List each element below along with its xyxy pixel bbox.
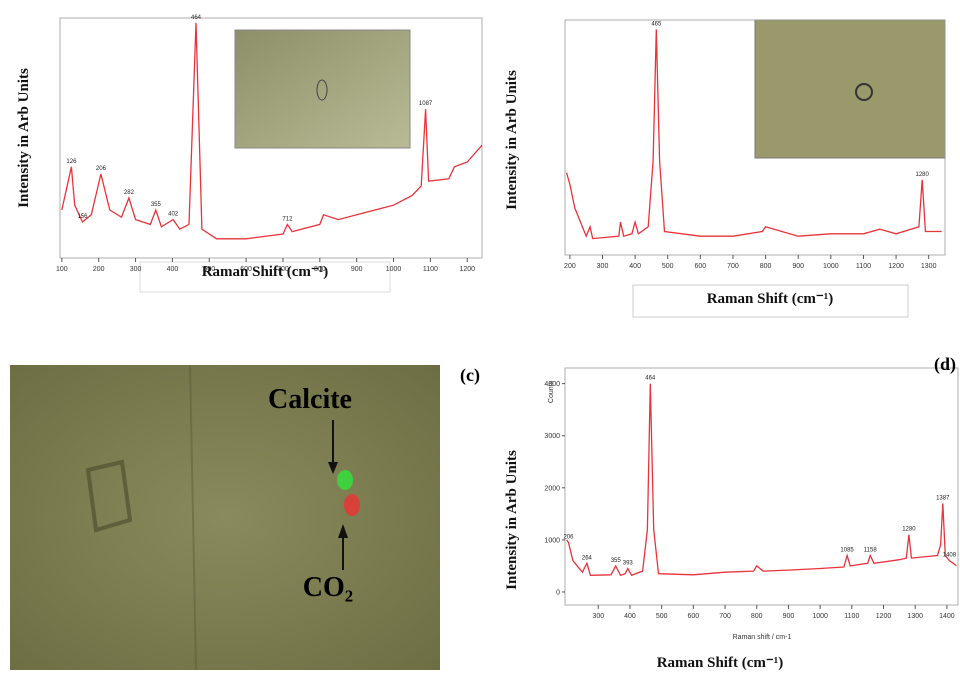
peak-label: 1408: [943, 553, 957, 559]
spectrum-line: [566, 383, 957, 577]
peak-label: 464: [191, 15, 202, 21]
y-axis-title: Intensity in Arb Units: [504, 70, 520, 210]
x-tick-label: 300: [130, 266, 142, 273]
x-axis-title: Raman Shift (cm⁻¹): [707, 291, 834, 307]
x-tick-label: 500: [662, 263, 674, 270]
arrow-head: [328, 462, 338, 474]
peak-label: 1087: [419, 101, 433, 107]
x-tick-label: 700: [277, 266, 289, 273]
photo: [10, 365, 440, 670]
x-tick-label: 900: [351, 266, 363, 273]
annotation: CO₂: [303, 572, 353, 603]
x-tick-label: 800: [314, 266, 326, 273]
x-tick-label: 1200: [459, 266, 475, 273]
panel-label: (c): [460, 365, 480, 386]
peak-label: 1085: [840, 548, 854, 554]
x-tick-label: 900: [783, 613, 795, 620]
y-axis-title: Intensity in Arb Units: [504, 450, 520, 590]
x-tick-label: 600: [240, 266, 252, 273]
annotation: Calcite: [268, 384, 352, 415]
y-tick-label: 3000: [544, 433, 560, 440]
x-tick-label: 400: [624, 613, 636, 620]
peak-label: 355: [151, 202, 162, 208]
x-tick-label: 300: [597, 263, 609, 270]
inclusion: [316, 79, 328, 101]
calcite-spot: [337, 470, 353, 490]
spectrum-line: [61, 22, 483, 240]
x-tick-label: 1100: [423, 266, 438, 273]
x-tick-label: 1000: [386, 266, 402, 273]
y-tick-label: 1000: [544, 537, 560, 544]
x-tick-label: 400: [167, 266, 179, 273]
x-tick-label: 700: [719, 613, 731, 620]
y-axis-subtitle: Counts: [548, 380, 555, 403]
peak-label: 126: [66, 159, 77, 165]
title-frame: [139, 261, 391, 293]
x-tick-label: 1300: [921, 263, 937, 270]
x-tick-label: 1200: [888, 263, 904, 270]
plot-frame: [564, 19, 946, 256]
peak-label: 402: [168, 212, 179, 218]
y-tick-label: 0: [556, 589, 560, 596]
peak-label: 1158: [864, 548, 878, 554]
y-tick-label: 4000: [544, 381, 560, 388]
peak-label: 282: [124, 190, 135, 196]
inset-photo: [754, 19, 946, 159]
x-tick-label: 800: [760, 263, 772, 270]
x-tick-label: 700: [727, 263, 739, 270]
peak-label: 156: [77, 214, 88, 220]
co2-spot: [344, 494, 360, 516]
x-axis-title: Raman Shift (cm⁻¹): [657, 655, 784, 671]
peak-label: 1387: [936, 495, 950, 501]
x-tick-label: 1300: [907, 613, 923, 620]
panel-label: (d): [934, 354, 956, 375]
x-axis-title: Raman Shift (cm⁻¹): [202, 264, 329, 280]
x-tick-label: 600: [688, 613, 700, 620]
x-tick-label: 900: [792, 263, 804, 270]
x-tick-label: 1100: [856, 263, 871, 270]
photo-seam: [189, 364, 197, 671]
x-tick-label: 400: [629, 263, 641, 270]
y-axis-title: Intensity in Arb Units: [16, 68, 32, 208]
peak-label: 264: [582, 555, 593, 561]
peak-label: 1280: [902, 527, 916, 533]
peak-label: 712: [282, 216, 293, 222]
x-tick-label: 300: [592, 613, 604, 620]
plot-frame: [59, 17, 483, 259]
peak-label: 393: [623, 561, 634, 567]
x-tick-label: 100: [56, 266, 68, 273]
peak-label: 206: [563, 534, 574, 540]
arrow-head: [338, 524, 348, 538]
x-tick-label: 200: [564, 263, 576, 270]
x-tick-label: 800: [751, 613, 763, 620]
peak-label: 206: [96, 166, 107, 172]
y-tick-label: 2000: [544, 485, 560, 492]
peak-label: 465: [651, 21, 662, 27]
x-tick-label: 200: [93, 266, 105, 273]
inset-photo: [234, 29, 411, 149]
peak-label: 1280: [915, 172, 929, 178]
x-tick-label: 500: [656, 613, 668, 620]
x-tick-label: 1200: [876, 613, 892, 620]
x-tick-label: 1100: [844, 613, 859, 620]
title-frame: [632, 284, 909, 318]
x-tick-label: 1000: [812, 613, 828, 620]
peak-label: 464: [645, 376, 656, 382]
x-tick-label: 600: [695, 263, 707, 270]
x-tick-label: 1400: [939, 613, 955, 620]
x-tick-label: 1000: [823, 263, 839, 270]
inclusion: [855, 83, 873, 101]
spectrum-line: [565, 29, 942, 240]
plot-frame: [564, 367, 959, 606]
x-axis-subtitle: Raman shift / cm-1: [733, 634, 792, 641]
x-tick-label: 500: [203, 266, 215, 273]
inclusion: [85, 459, 133, 533]
peak-label: 355: [611, 558, 622, 564]
